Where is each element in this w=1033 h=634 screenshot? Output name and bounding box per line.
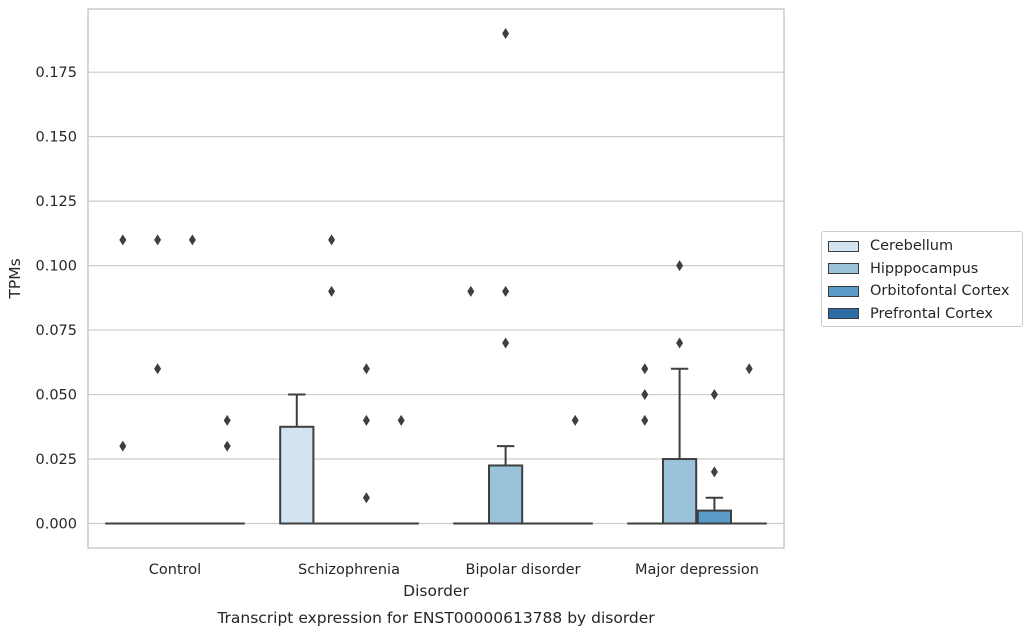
y-tick-label: 0.025: [35, 452, 77, 468]
legend-label: Orbitofontal Cortex: [870, 283, 1010, 300]
outlier-point: [154, 234, 162, 246]
outlier-point: [223, 440, 231, 452]
y-tick-label: 0.075: [35, 323, 77, 339]
box-body: [488, 464, 524, 525]
legend-swatch: [828, 240, 859, 252]
outlier-point: [397, 414, 405, 426]
box-body: [662, 458, 698, 525]
outlier-point: [745, 363, 753, 375]
box-hipppocampus: [662, 367, 698, 525]
outlier-point: [502, 337, 510, 349]
y-tick-label: 0.050: [35, 388, 77, 404]
legend-item[interactable]: Cerebellum: [828, 235, 1022, 258]
box-hipppocampus: [488, 445, 524, 525]
outlier-point: [119, 234, 127, 246]
outlier-point: [710, 466, 718, 478]
y-axis-label: TPMs: [6, 258, 24, 299]
x-tick-label: Major depression: [635, 562, 759, 578]
legend-label: Prefrontal Cortex: [870, 305, 993, 322]
y-tick-label: 0.000: [35, 517, 77, 533]
outlier-point: [119, 440, 127, 452]
outlier-point: [362, 414, 370, 426]
x-tick-label: Control: [149, 562, 201, 578]
outlier-point: [502, 28, 510, 39]
y-tick-label: 0.175: [35, 65, 77, 81]
legend-label: Hipppocampus: [870, 260, 979, 277]
outlier-point: [641, 414, 649, 426]
outlier-point: [362, 492, 370, 504]
y-tick-label: 0.150: [35, 130, 77, 146]
plot-frame: [87, 8, 785, 549]
gridlines: [88, 71, 784, 525]
legend-swatch: [828, 285, 859, 297]
outlier-point: [571, 414, 579, 426]
box-orbitofontal-cortex: [696, 496, 732, 525]
outlier-point: [328, 234, 336, 246]
box-cerebellum: [279, 393, 315, 525]
outlier-point: [676, 260, 684, 272]
outlier-point: [710, 389, 718, 401]
outlier-point: [188, 234, 196, 246]
outlier-point: [154, 363, 162, 375]
outliers: [119, 28, 753, 504]
legend-item[interactable]: Orbitofontal Cortex: [828, 280, 1022, 303]
outlier-point: [641, 389, 649, 401]
outlier-point: [676, 337, 684, 349]
outlier-point: [362, 363, 370, 375]
x-axis-label: Disorder: [403, 582, 469, 600]
outlier-point: [502, 285, 510, 297]
legend-swatch: [828, 308, 859, 320]
legend-label: Cerebellum: [870, 238, 954, 255]
y-tick-labels: 0.000 0.025 0.050 0.075 0.100 0.125 0.150 0.175: [35, 65, 77, 532]
y-tick-label: 0.125: [35, 194, 77, 210]
legend-item[interactable]: Hipppocampus: [828, 258, 1022, 281]
outlier-point: [467, 285, 475, 297]
boxes: [105, 367, 767, 525]
outlier-point: [223, 414, 231, 426]
legend-item[interactable]: Prefrontal Cortex: [828, 303, 1022, 326]
box-body: [279, 425, 315, 525]
box-body: [696, 509, 732, 525]
outlier-point: [641, 363, 649, 375]
chart-caption: Transcript expression for ENST0000061378…: [216, 609, 655, 627]
legend: Cerebellum Hipppocampus Orbitofontal Corte…: [821, 231, 1023, 327]
x-tick-label: Bipolar disorder: [466, 562, 581, 578]
x-tick-label: Schizophrenia: [298, 562, 400, 578]
legend-swatch: [828, 263, 859, 275]
y-tick-label: 0.100: [35, 259, 77, 275]
x-tick-labels: Control Schizophrenia Bipolar disorder Majo…: [149, 562, 759, 578]
outlier-point: [328, 285, 336, 297]
